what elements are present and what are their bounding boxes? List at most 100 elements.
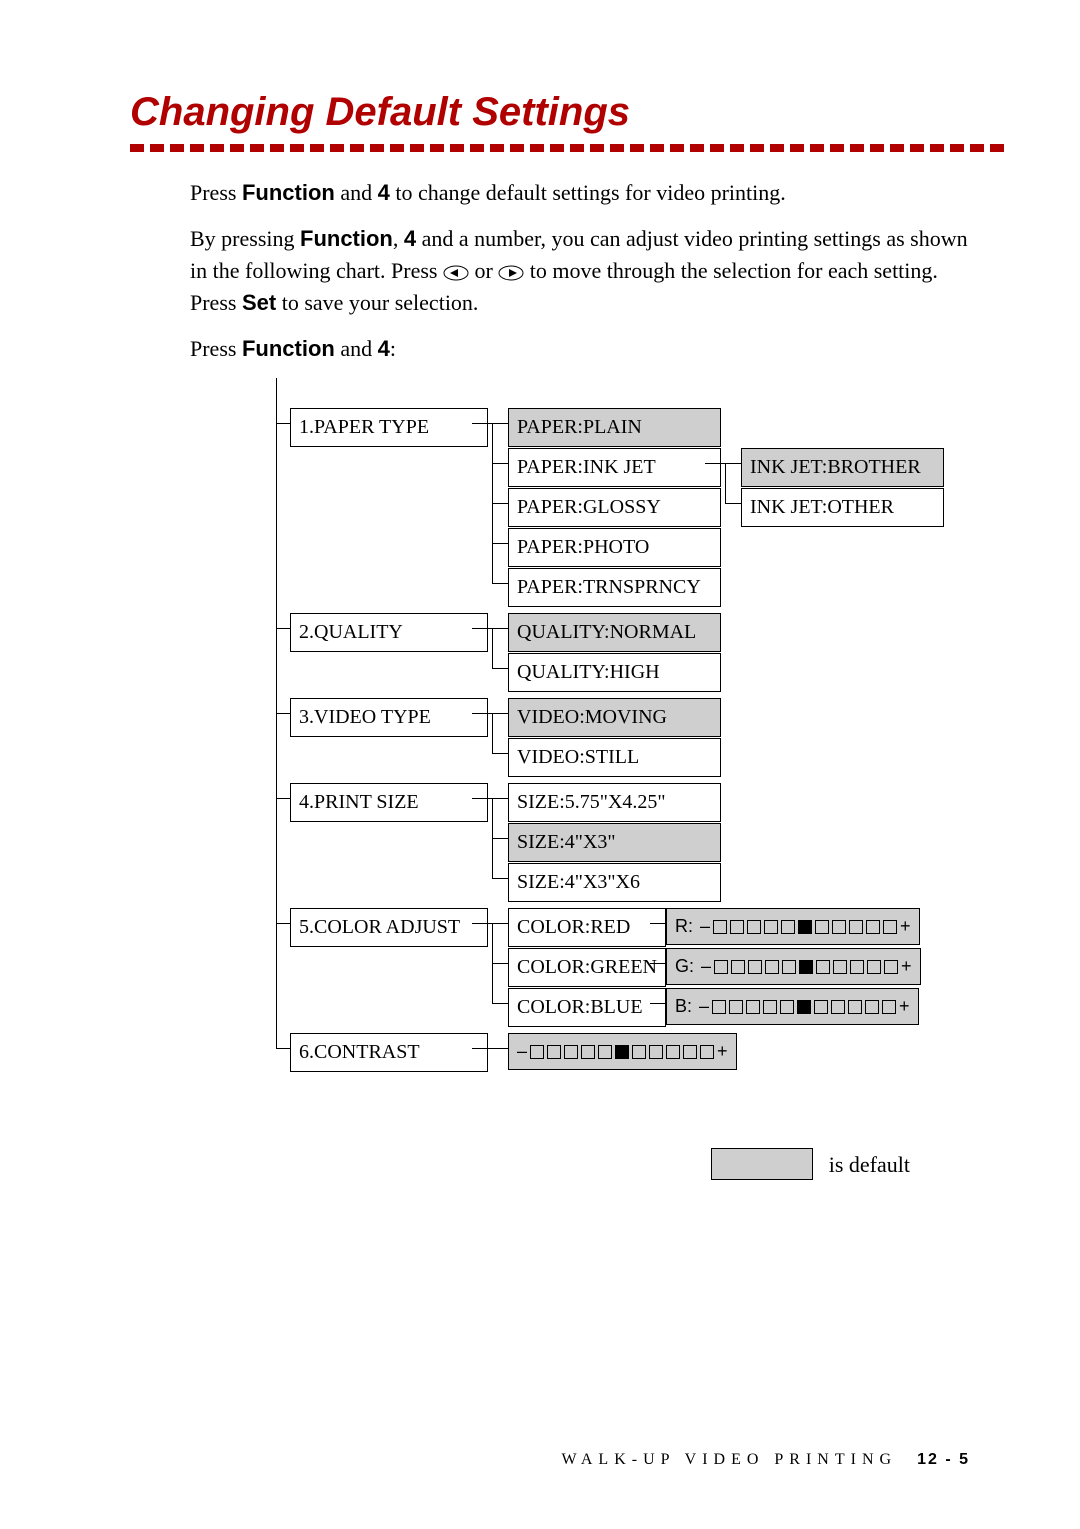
- connector-line: [492, 543, 508, 544]
- option-video-moving: VIDEO:MOVING: [508, 698, 721, 737]
- option-size-4x3x6: SIZE:4"X3"X6: [508, 863, 721, 902]
- connector-line: [472, 1048, 508, 1049]
- text: to save your selection.: [276, 290, 478, 315]
- plus-icon: +: [717, 1038, 728, 1064]
- slider-green: G:– +: [666, 948, 921, 984]
- connector-line: [472, 423, 492, 424]
- connector-line: [492, 753, 508, 754]
- slider-label: R:: [675, 913, 693, 939]
- option-paper-photo: PAPER:PHOTO: [508, 528, 721, 567]
- slider-red: R:– +: [666, 908, 920, 944]
- connector-line: [492, 628, 493, 668]
- text: Press: [190, 180, 242, 205]
- key-4: 4: [378, 336, 390, 361]
- minus-icon: –: [701, 953, 711, 979]
- connector-line: [650, 963, 666, 964]
- text: :: [390, 336, 396, 361]
- footer-section: WALK-UP VIDEO PRINTING: [562, 1451, 898, 1468]
- text: or: [469, 258, 498, 283]
- connector-line: [492, 583, 508, 584]
- text: By pressing: [190, 226, 300, 251]
- paragraph-3: Press Function and 4:: [190, 333, 970, 365]
- slider-label: B:: [675, 993, 692, 1019]
- minus-icon: –: [700, 913, 710, 939]
- key-function: Function: [242, 336, 335, 361]
- connector-line: [492, 923, 508, 924]
- connector-line: [492, 503, 508, 504]
- connector-line: [492, 713, 508, 714]
- menu-color-adjust: 5.COLOR ADJUST: [290, 908, 488, 947]
- connector-line: [650, 1003, 666, 1004]
- menu-print-size: 4.PRINT SIZE: [290, 783, 488, 822]
- text: and: [335, 180, 378, 205]
- minus-icon: –: [699, 993, 709, 1019]
- menu-paper-type: 1.PAPER TYPE: [290, 408, 488, 447]
- connector-line: [276, 798, 290, 799]
- connector-line: [492, 838, 508, 839]
- connector-line: [492, 628, 508, 629]
- connector-line: [472, 798, 492, 799]
- connector-line: [705, 463, 725, 464]
- option-color-blue: COLOR:BLUE: [508, 988, 666, 1027]
- text: Press: [190, 336, 242, 361]
- connector-line: [492, 963, 508, 964]
- option-color-red: COLOR:RED: [508, 908, 666, 947]
- option-inkjet-brother: INK JET:BROTHER: [741, 448, 944, 487]
- text: to change default settings for video pri…: [390, 180, 786, 205]
- key-set: Set: [242, 290, 276, 315]
- plus-icon: +: [901, 953, 912, 979]
- slider-label: G:: [675, 953, 694, 979]
- page-title: Changing Default Settings: [130, 90, 970, 135]
- option-video-still: VIDEO:STILL: [508, 738, 721, 777]
- connector-line: [276, 628, 290, 629]
- connector-line: [276, 423, 290, 424]
- right-arrow-icon: [498, 265, 524, 281]
- option-color-green: COLOR:GREEN: [508, 948, 666, 987]
- slider-contrast: – +: [508, 1033, 737, 1069]
- footer-page-number: 12 - 5: [917, 1451, 970, 1468]
- option-size-575x425: SIZE:5.75"X4.25": [508, 783, 721, 822]
- connector-line: [472, 713, 492, 714]
- option-quality-normal: QUALITY:NORMAL: [508, 613, 721, 652]
- connector-line: [472, 628, 492, 629]
- slider-blue: B:– +: [666, 988, 919, 1024]
- text: and: [335, 336, 378, 361]
- option-paper-transparency: PAPER:TRNSPRNCY: [508, 568, 721, 607]
- legend-text: is default: [829, 1149, 910, 1181]
- connector-line: [725, 503, 741, 504]
- key-4: 4: [404, 226, 416, 251]
- connector-line: [492, 423, 508, 424]
- option-paper-glossy: PAPER:GLOSSY: [508, 488, 721, 527]
- menu-contrast: 6.CONTRAST: [290, 1033, 488, 1072]
- key-4: 4: [378, 180, 390, 205]
- connector-line: [492, 798, 508, 799]
- connector-line: [276, 713, 290, 714]
- connector-line: [492, 668, 508, 669]
- paragraph-1: Press Function and 4 to change default s…: [190, 177, 970, 209]
- key-function: Function: [300, 226, 393, 251]
- menu-video-type: 3.VIDEO TYPE: [290, 698, 488, 737]
- connector-line: [276, 1048, 290, 1049]
- option-paper-plain: PAPER:PLAIN: [508, 408, 721, 447]
- paragraph-2: By pressing Function, 4 and a number, yo…: [190, 223, 970, 319]
- plus-icon: +: [900, 913, 911, 939]
- connector-line: [276, 923, 290, 924]
- option-size-4x3: SIZE:4"X3": [508, 823, 721, 862]
- plus-icon: +: [899, 993, 910, 1019]
- option-paper-inkjet: PAPER:INK JET: [508, 448, 721, 487]
- connector-line: [492, 878, 508, 879]
- left-arrow-icon: [443, 265, 469, 281]
- option-quality-high: QUALITY:HIGH: [508, 653, 721, 692]
- connector-line: [472, 923, 492, 924]
- legend-swatch: [711, 1148, 813, 1180]
- connector-line: [650, 923, 666, 924]
- legend-default: is default: [190, 1148, 910, 1180]
- key-function: Function: [242, 180, 335, 205]
- text: ,: [393, 226, 404, 251]
- connector-line: [492, 463, 508, 464]
- connector-line: [492, 1003, 508, 1004]
- option-inkjet-other: INK JET:OTHER: [741, 488, 944, 527]
- page-footer: WALK-UP VIDEO PRINTING 12 - 5: [562, 1451, 970, 1469]
- title-rule: [130, 141, 970, 155]
- connector-line: [492, 713, 493, 753]
